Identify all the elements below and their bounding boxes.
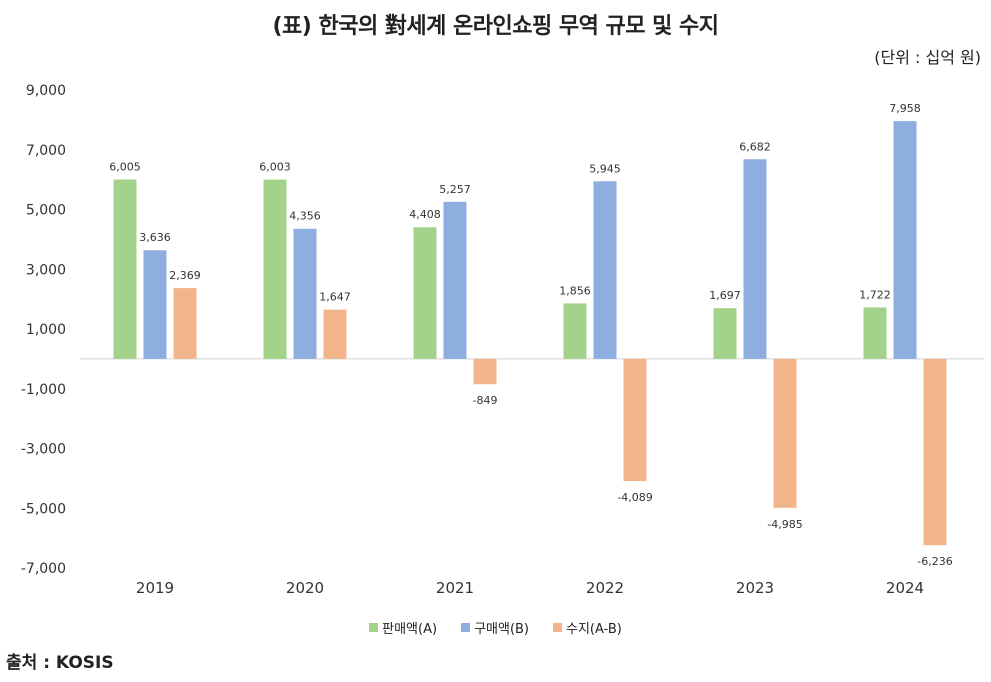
bar-purchase xyxy=(593,181,617,359)
source-label: 출처 : KOSIS xyxy=(6,653,114,673)
data-label-purchase: 7,958 xyxy=(889,102,921,115)
y-tick-label: 9,000 xyxy=(26,83,66,99)
bar-purchase xyxy=(443,201,467,359)
bar-sales xyxy=(113,179,137,359)
data-label-purchase: 4,356 xyxy=(289,210,321,223)
data-label-balance: -4,089 xyxy=(617,491,652,504)
y-tick-label: 1,000 xyxy=(26,322,66,338)
legend-item-purchase: 구매액(B) xyxy=(461,618,529,637)
x-category-label: 2022 xyxy=(586,579,624,597)
data-label-sales: 1,856 xyxy=(559,284,591,297)
legend-item-sales: 판매액(A) xyxy=(369,618,437,637)
data-label-sales: 6,003 xyxy=(259,161,291,174)
x-category-label: 2024 xyxy=(886,579,924,597)
data-label-purchase: 3,636 xyxy=(139,231,171,244)
data-label-sales: 1,722 xyxy=(859,288,891,301)
chart-title: (표) 한국의 對세계 온라인쇼핑 무역 규모 및 수지 xyxy=(272,14,719,39)
y-tick-label: 5,000 xyxy=(26,203,66,219)
legend-label-purchase: 구매액(B) xyxy=(474,622,530,637)
bar-chart: 9,000 7,000 5,000 3,000 1,000 -1,000 -3,000 -5,… xyxy=(21,83,984,597)
bar-sales xyxy=(863,307,887,359)
bar-balance xyxy=(773,358,797,508)
bar-sales xyxy=(263,179,287,359)
data-label-balance: -849 xyxy=(473,394,498,407)
bar-balance xyxy=(473,358,497,385)
legend-swatch-sales xyxy=(369,623,379,632)
bar-purchase xyxy=(143,250,167,359)
data-label-purchase: 5,945 xyxy=(589,162,621,175)
y-tick-label: 3,000 xyxy=(26,262,66,278)
data-label-purchase: 6,682 xyxy=(739,140,771,153)
bar-sales xyxy=(413,227,437,359)
x-category-label: 2021 xyxy=(436,579,474,597)
y-tick-label: 7,000 xyxy=(26,143,66,159)
legend-label-balance: 수지(A-B) xyxy=(566,622,622,637)
unit-label: (단위 : 십억 원) xyxy=(874,48,981,67)
legend-swatch-balance xyxy=(553,623,563,632)
x-category-label: 2020 xyxy=(286,579,324,597)
bar-purchase xyxy=(293,228,317,359)
data-label-sales: 4,408 xyxy=(409,208,441,221)
bar-sales xyxy=(713,308,737,359)
x-category-label: 2023 xyxy=(736,579,774,597)
bar-balance xyxy=(923,358,947,546)
legend: 판매액(A) 구매액(B) 수지(A-B) xyxy=(0,618,991,637)
y-tick-label: -3,000 xyxy=(21,442,66,458)
data-label-balance: -6,236 xyxy=(917,555,952,568)
y-tick-label: -5,000 xyxy=(21,501,66,517)
x-category-label: 2019 xyxy=(136,579,174,597)
data-label-purchase: 5,257 xyxy=(439,183,471,196)
data-label-sales: 6,005 xyxy=(109,160,141,173)
y-tick-label: -7,000 xyxy=(21,561,66,577)
data-label-balance: 1,647 xyxy=(319,291,351,304)
bar-purchase xyxy=(743,159,767,359)
bar-purchase xyxy=(893,121,917,359)
data-label-sales: 1,697 xyxy=(709,289,741,302)
bar-balance xyxy=(323,309,347,359)
bar-balance xyxy=(623,358,647,482)
data-label-balance: 2,369 xyxy=(169,269,201,282)
legend-label-sales: 판매액(A) xyxy=(382,622,438,637)
bar-balance xyxy=(173,288,197,359)
bar-sales xyxy=(563,303,587,359)
y-tick-label: -1,000 xyxy=(21,382,66,398)
legend-item-balance: 수지(A-B) xyxy=(553,618,622,637)
data-label-balance: -4,985 xyxy=(767,518,802,531)
legend-swatch-purchase xyxy=(461,623,471,632)
